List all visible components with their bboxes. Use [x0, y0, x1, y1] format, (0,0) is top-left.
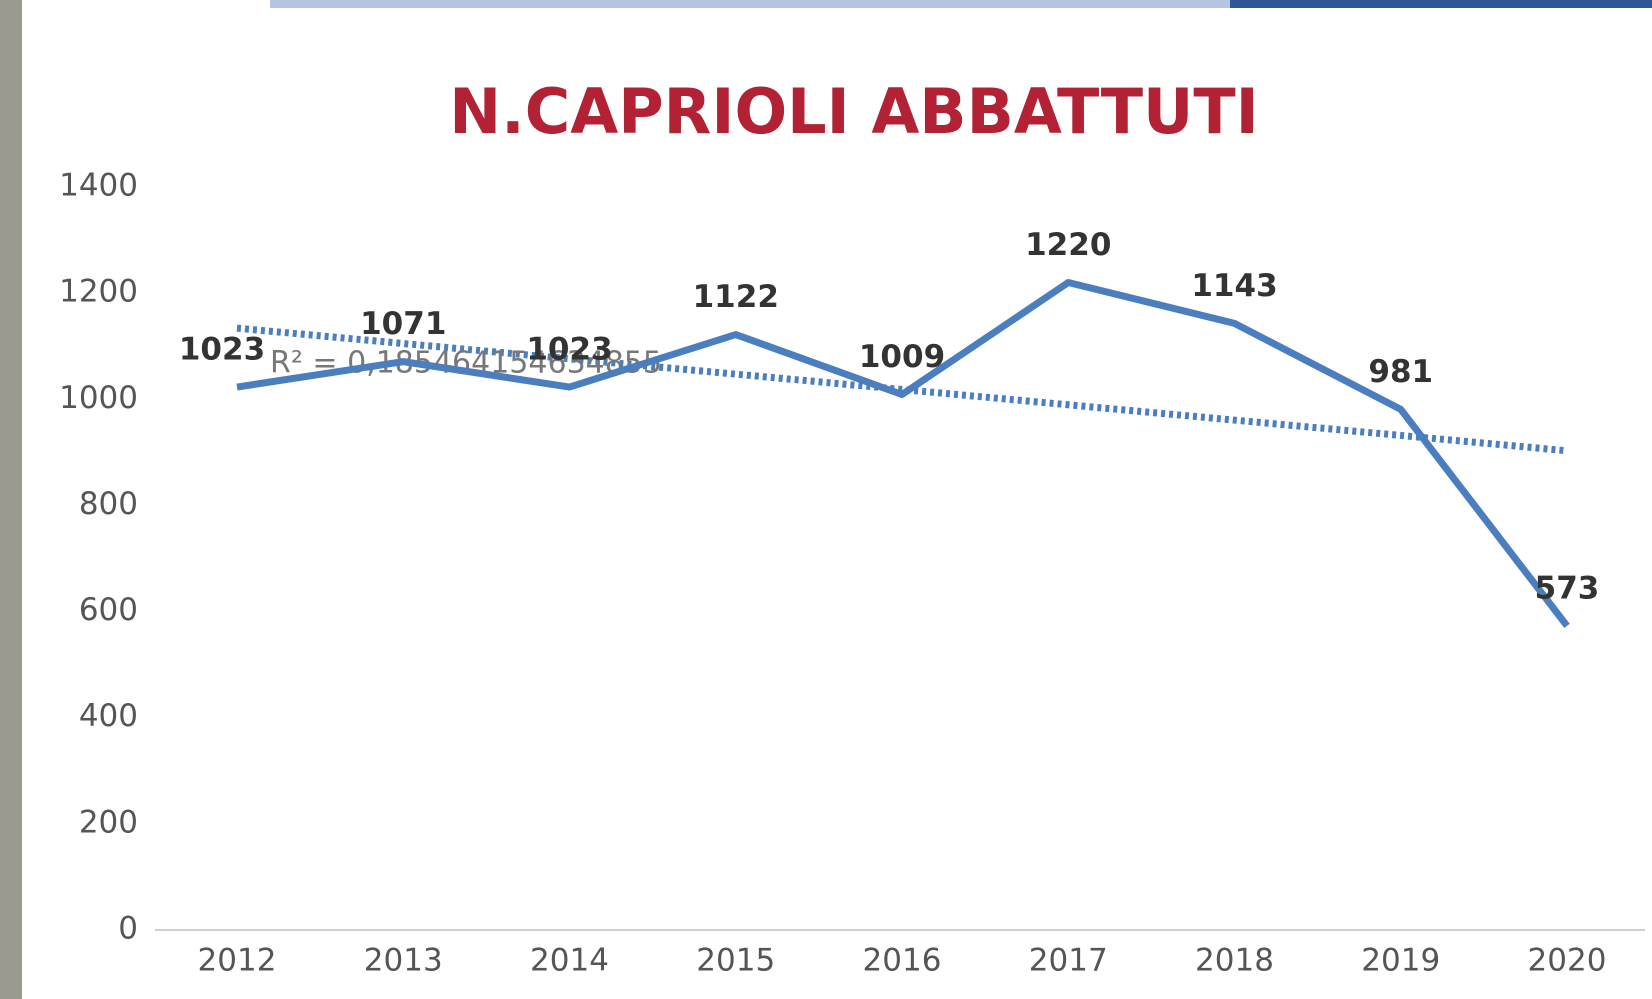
background-strip [0, 0, 22, 999]
y-tick-label: 1000 [59, 380, 138, 416]
y-tick-label: 200 [79, 804, 138, 840]
y-tick-label: 600 [79, 592, 138, 628]
data-label: 1009 [859, 339, 945, 375]
x-tick-label: 2016 [863, 943, 942, 979]
y-tick-label: 1200 [59, 274, 138, 310]
y-tick-label: 1400 [59, 168, 138, 204]
data-label: 573 [1535, 570, 1600, 606]
page: N.CAPRIOLI ABBATTUTI 0 200 400 600 800 1000 12… [0, 0, 1652, 999]
data-label: 1071 [360, 306, 446, 342]
data-label: 1023 [526, 332, 612, 368]
data-label: 1122 [693, 279, 779, 315]
x-tick-label: 2018 [1195, 943, 1274, 979]
x-tick-label: 2017 [1029, 943, 1108, 979]
chart-panel [22, 8, 1652, 999]
data-label: 981 [1368, 354, 1433, 390]
x-tick-label: 2014 [530, 943, 609, 979]
x-tick-label: 2012 [198, 943, 277, 979]
chart: N.CAPRIOLI ABBATTUTI 0 200 400 600 800 1000 12… [0, 0, 1652, 999]
y-tick-label: 800 [79, 486, 138, 522]
x-tick-label: 2020 [1528, 943, 1607, 979]
background-strip [1230, 0, 1652, 8]
x-tick-label: 2019 [1361, 943, 1440, 979]
x-tick-label: 2015 [696, 943, 775, 979]
data-label: 1143 [1191, 268, 1277, 304]
x-tick-label: 2013 [364, 943, 443, 979]
data-label: 1220 [1025, 227, 1111, 263]
y-tick-label: 400 [79, 698, 138, 734]
data-label: 1023 [179, 332, 265, 368]
y-tick-label: 0 [118, 911, 138, 947]
chart-title: N.CAPRIOLI ABBATTUTI [449, 75, 1258, 148]
